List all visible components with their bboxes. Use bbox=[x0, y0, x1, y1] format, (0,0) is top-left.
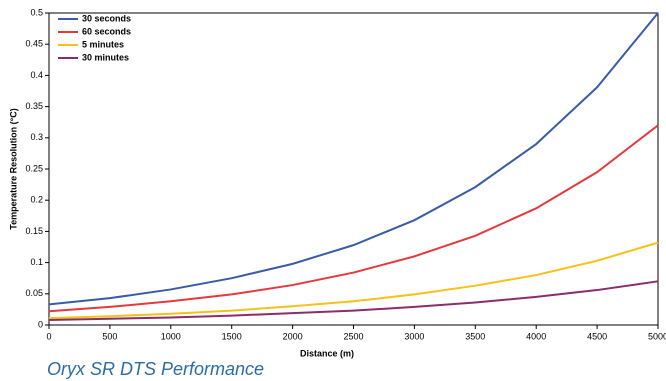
y-tick-label: 0.25 bbox=[25, 163, 43, 173]
series-line bbox=[48, 280, 659, 322]
y-tick-label: 0 bbox=[38, 319, 43, 329]
series-line bbox=[48, 241, 659, 320]
y-tick-label: 0.15 bbox=[25, 226, 43, 236]
x-tick-label: 3000 bbox=[404, 331, 424, 341]
y-tick-label: 0.45 bbox=[25, 39, 43, 49]
y-tick-label: 0.1 bbox=[30, 257, 43, 267]
x-tick-label: 2500 bbox=[343, 331, 363, 341]
legend-label: 30 minutes bbox=[82, 52, 129, 62]
y-tick-label: 0.4 bbox=[30, 70, 43, 80]
y-tick-label: 0.2 bbox=[30, 195, 43, 205]
legend-label: 60 seconds bbox=[82, 26, 131, 36]
x-axis-label: Distance (m) bbox=[300, 348, 354, 358]
x-tick-label: 1000 bbox=[161, 331, 181, 341]
x-tick-label: 0 bbox=[46, 331, 51, 341]
y-tick-label: 0.3 bbox=[30, 132, 43, 142]
x-tick-label: 4500 bbox=[587, 331, 607, 341]
series-line bbox=[48, 124, 659, 313]
x-tick-label: 500 bbox=[102, 331, 117, 341]
x-tick-label: 1500 bbox=[222, 331, 242, 341]
x-tick-label: 4000 bbox=[526, 331, 546, 341]
y-tick-label: 0.05 bbox=[25, 288, 43, 298]
series-line bbox=[48, 12, 659, 306]
x-tick-label: 5000 bbox=[648, 331, 666, 341]
legend-label: 30 seconds bbox=[82, 13, 131, 23]
x-tick-label: 3500 bbox=[465, 331, 485, 341]
legend-label: 5 minutes bbox=[82, 39, 124, 49]
y-tick-label: 0.5 bbox=[30, 7, 43, 17]
x-tick-label: 2000 bbox=[283, 331, 303, 341]
caption: Oryx SR DTS Performance bbox=[47, 359, 264, 379]
y-axis-label: Temperature Resolution (°C) bbox=[8, 108, 18, 229]
y-tick-label: 0.35 bbox=[25, 101, 43, 111]
